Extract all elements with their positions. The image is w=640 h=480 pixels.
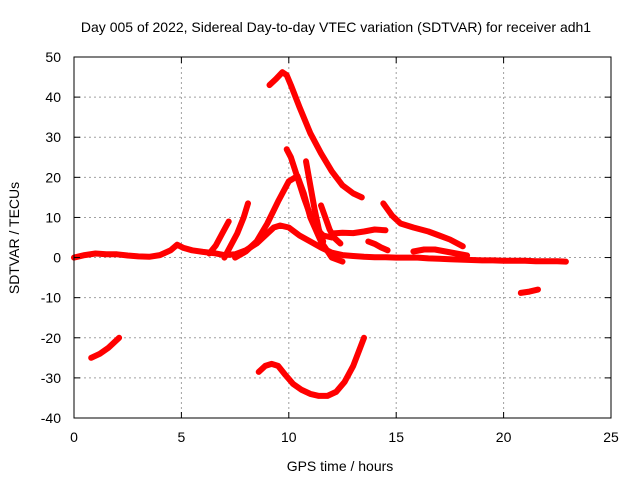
x-tick-label: 0 — [70, 429, 78, 445]
series-line-peak-46 — [266, 69, 365, 201]
grid — [74, 57, 611, 418]
y-tick-label: -20 — [41, 330, 61, 346]
series-line-bump-14 — [365, 238, 391, 254]
x-tick-label: 10 — [281, 429, 297, 445]
series-layer — [71, 69, 569, 399]
y-tick-label: 50 — [45, 49, 61, 65]
y-tick-label: 30 — [45, 129, 61, 145]
plot-frame — [73, 56, 612, 419]
series-line-spike-13 — [318, 202, 344, 247]
series-line-plateau-7 — [328, 226, 389, 237]
x-tick-label: 15 — [388, 429, 404, 445]
series-line-decay-14-18 — [380, 200, 466, 250]
series-line-arc-7-8 — [221, 200, 251, 261]
series-line-rise-to-20 — [232, 173, 301, 261]
y-tick-label: -40 — [41, 410, 61, 426]
series-line-spike-24 — [303, 158, 327, 245]
series-line-segment-21 — [517, 286, 541, 296]
y-tick-label: -10 — [41, 290, 61, 306]
x-tick-label: 20 — [496, 429, 512, 445]
series-line-bump-16-18 — [410, 246, 471, 259]
y-axis-title: SDTVAR / TECUs — [6, 182, 22, 294]
x-tick-labels: 0 5 10 15 20 25 — [70, 429, 619, 445]
y-tick-labels: -40 -30 -20 -10 0 10 20 30 40 50 — [41, 49, 61, 426]
y-tick-label: 0 — [53, 250, 61, 266]
y-tick-label: 10 — [45, 209, 61, 225]
chart-title: Day 005 of 2022, Sidereal Day-to-day VTE… — [81, 19, 591, 35]
y-tick-label: -30 — [41, 370, 61, 386]
series-line-segment-neg-25 — [88, 334, 123, 361]
x-tick-label: 25 — [603, 429, 619, 445]
axis-ticks — [73, 56, 612, 419]
y-tick-label: 20 — [45, 169, 61, 185]
series-line-trough-34 — [255, 334, 367, 399]
series-line-baseline-main — [71, 222, 569, 265]
x-tick-label: 5 — [178, 429, 186, 445]
x-axis-title: GPS time / hours — [287, 458, 394, 474]
series-line-arc-6-7 — [206, 218, 232, 257]
y-tick-label: 40 — [45, 89, 61, 105]
